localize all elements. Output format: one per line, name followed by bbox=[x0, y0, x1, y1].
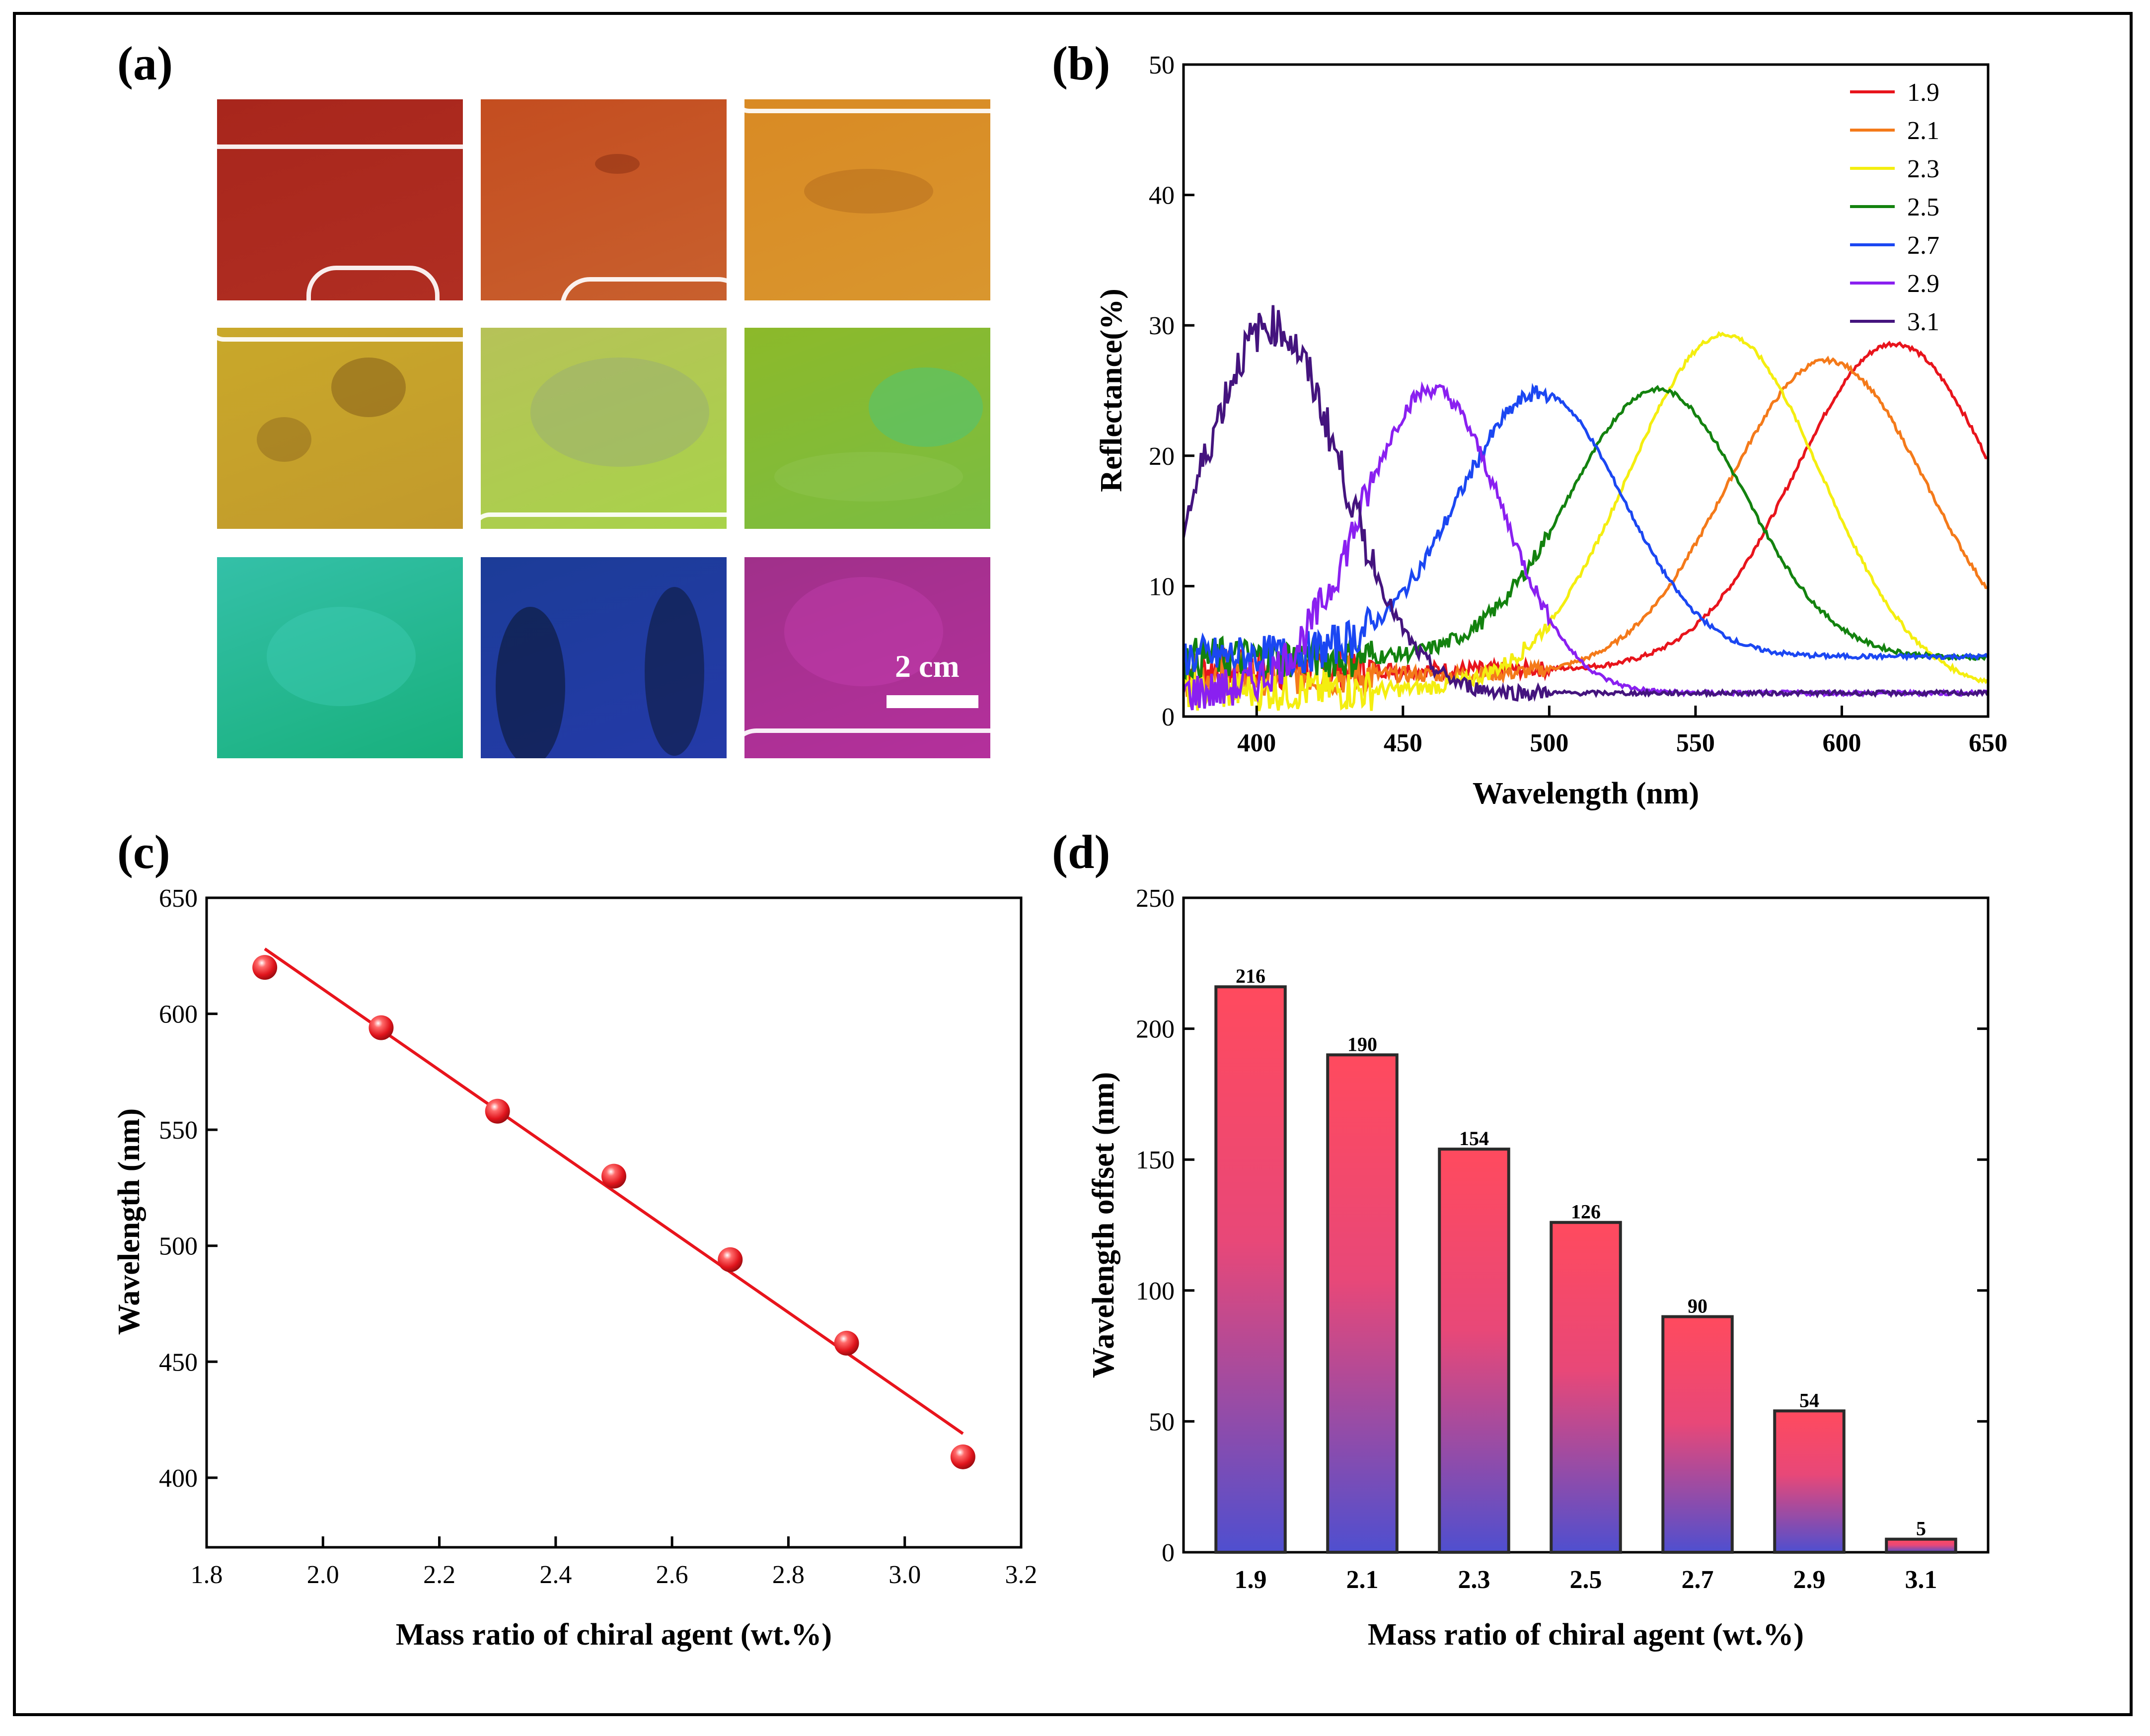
chart-b-xlabel: Wavelength (nm) bbox=[1473, 777, 1699, 810]
chart-b-ytick-label: 50 bbox=[1149, 51, 1175, 79]
chart-b-ytick-label: 20 bbox=[1149, 442, 1175, 471]
chart-b-legend-label: 2.7 bbox=[1907, 231, 1939, 260]
chart-c-ytick-label: 550 bbox=[159, 1116, 198, 1145]
chart-d-data-label: 190 bbox=[1347, 1033, 1377, 1055]
chart-b-xtick-label: 650 bbox=[1969, 729, 2007, 757]
chart-d-bar bbox=[1885, 1537, 1957, 1554]
chart-c-point bbox=[834, 1330, 859, 1356]
chart-d-xtick-label: 2.3 bbox=[1458, 1566, 1490, 1594]
chart-b-ytick-label: 0 bbox=[1162, 703, 1175, 731]
panel-label-c: (c) bbox=[117, 825, 170, 878]
chart-d-bar bbox=[1661, 1315, 1734, 1554]
chart-b-xtick-label: 500 bbox=[1530, 729, 1568, 757]
panel-label-b: (b) bbox=[1052, 37, 1111, 90]
sample-photo-1 bbox=[217, 99, 463, 300]
chart-c-xtick-label: 3.0 bbox=[889, 1561, 921, 1589]
chart-c-point bbox=[485, 1098, 510, 1124]
chart-c-xtick-label: 2.2 bbox=[423, 1561, 455, 1589]
chart-d-data-label: 5 bbox=[1916, 1518, 1926, 1540]
chart-d-data-label: 126 bbox=[1571, 1201, 1601, 1223]
chart-b-legend-label: 2.3 bbox=[1907, 155, 1939, 183]
chart-c-ytick-label: 650 bbox=[159, 884, 198, 913]
chart-b-legend-label: 2.5 bbox=[1907, 193, 1939, 221]
chart-c-xtick-label: 2.4 bbox=[539, 1561, 572, 1589]
chart-b-series-2.3 bbox=[1184, 331, 1988, 712]
chart-b-ytick-label: 40 bbox=[1149, 182, 1175, 210]
chart-d-xtick-label: 2.9 bbox=[1793, 1566, 1826, 1594]
chart-c-ytick-label: 600 bbox=[159, 1001, 198, 1029]
chart-c-point bbox=[601, 1163, 626, 1189]
chart-c-point bbox=[252, 955, 278, 980]
chart-c-ylabel: Wavelength (nm) bbox=[112, 1108, 146, 1335]
chart-c-xtick-label: 2.6 bbox=[656, 1561, 688, 1589]
chart-d-bar bbox=[1326, 1053, 1399, 1554]
chart-d-xtick-label: 2.5 bbox=[1570, 1566, 1602, 1594]
sample-photo-4 bbox=[217, 328, 463, 529]
chart-d-bar bbox=[1438, 1148, 1510, 1554]
chart-b-xtick-label: 600 bbox=[1822, 729, 1861, 757]
chart-d-xtick-label: 3.1 bbox=[1905, 1566, 1937, 1594]
chart-d-bar bbox=[1773, 1409, 1846, 1554]
figure-frame bbox=[13, 12, 2133, 1716]
chart-b-ytick-label: 10 bbox=[1149, 573, 1175, 601]
chart-b-ylabel: Reflectance(%) bbox=[1095, 289, 1128, 492]
panel-label-a: (a) bbox=[117, 37, 173, 90]
chart-d-xtick-label: 1.9 bbox=[1235, 1566, 1267, 1594]
chart-d-data-label: 54 bbox=[1799, 1389, 1819, 1411]
sample-photo-2 bbox=[481, 99, 727, 300]
chart-d-ytick-label: 200 bbox=[1136, 1015, 1175, 1044]
chart-c-point bbox=[950, 1444, 975, 1469]
sample-photo-6 bbox=[744, 328, 990, 529]
chart-d-ytick-label: 250 bbox=[1136, 884, 1175, 913]
chart-c-point bbox=[369, 1015, 394, 1040]
chart-c-xtick-label: 2.8 bbox=[772, 1561, 805, 1589]
chart-d-ylabel: Wavelength offset (nm) bbox=[1087, 1072, 1120, 1378]
scale-bar bbox=[887, 695, 978, 708]
chart-d-xlabel: Mass ratio of chiral agent (wt.%) bbox=[1368, 1618, 1804, 1652]
chart-d-xtick-label: 2.1 bbox=[1346, 1566, 1379, 1594]
chart-d-xtick-label: 2.7 bbox=[1682, 1566, 1714, 1594]
chart-b-series-2.5 bbox=[1184, 385, 1988, 680]
chart-b-legend-label: 3.1 bbox=[1907, 308, 1939, 336]
chart-d-ytick-label: 150 bbox=[1136, 1146, 1175, 1174]
chart-d-bar bbox=[1550, 1221, 1622, 1554]
sample-photo-8 bbox=[481, 557, 727, 758]
chart-b-plot-frame bbox=[1182, 63, 1990, 718]
chart-d-bar bbox=[1214, 985, 1287, 1554]
chart-b-xtick-label: 450 bbox=[1384, 729, 1422, 757]
scale-bar-label: 2 cm bbox=[895, 649, 960, 684]
chart-d-data-label: 216 bbox=[1236, 965, 1265, 987]
chart-b-legend-label: 1.9 bbox=[1907, 78, 1939, 107]
chart-b-series-3.1 bbox=[1184, 305, 1988, 702]
chart-d-data-label: 90 bbox=[1688, 1295, 1707, 1317]
chart-b-xtick-label: 550 bbox=[1676, 729, 1715, 757]
chart-d-ytick-label: 50 bbox=[1149, 1408, 1175, 1436]
sample-photo-7 bbox=[217, 557, 463, 758]
chart-c-xtick-label: 1.8 bbox=[191, 1561, 223, 1589]
chart-b-xtick-label: 400 bbox=[1237, 729, 1276, 757]
chart-b-ytick-label: 30 bbox=[1149, 312, 1175, 340]
chart-c-plot-frame bbox=[205, 896, 1023, 1549]
chart-c-point bbox=[718, 1247, 743, 1272]
chart-c-ytick-label: 400 bbox=[159, 1464, 198, 1493]
chart-b-legend-label: 2.9 bbox=[1907, 270, 1939, 298]
sample-photo-5 bbox=[481, 328, 727, 529]
chart-d-ytick-label: 0 bbox=[1162, 1539, 1175, 1567]
chart-c-ytick-label: 450 bbox=[159, 1348, 198, 1376]
sample-photo-3 bbox=[744, 99, 990, 300]
chart-b-legend-label: 2.1 bbox=[1907, 117, 1939, 145]
chart-c-ytick-label: 500 bbox=[159, 1232, 198, 1261]
panel-label-d: (d) bbox=[1052, 825, 1111, 878]
chart-d-ytick-label: 100 bbox=[1136, 1277, 1175, 1305]
chart-c-xlabel: Mass ratio of chiral agent (wt.%) bbox=[396, 1618, 832, 1652]
chart-c-xtick-label: 3.2 bbox=[1005, 1561, 1038, 1589]
chart-b-series-2.7 bbox=[1184, 382, 1988, 677]
sample-photo-9 bbox=[744, 557, 990, 758]
chart-d-data-label: 154 bbox=[1459, 1127, 1489, 1150]
chart-c-xtick-label: 2.0 bbox=[307, 1561, 339, 1589]
